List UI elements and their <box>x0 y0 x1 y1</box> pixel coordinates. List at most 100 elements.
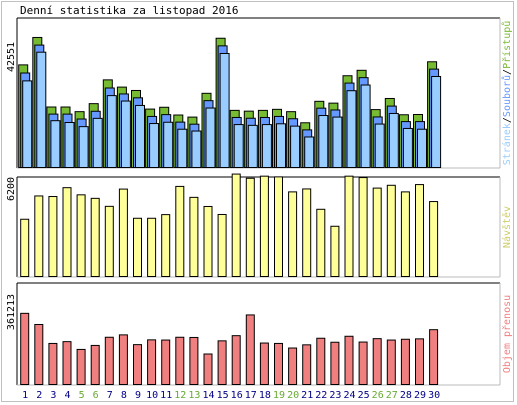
bar-traffic-8 <box>118 334 128 386</box>
bar-visits-23 <box>330 225 340 277</box>
bar-traffic-4 <box>62 341 72 386</box>
bar-stránek-29 <box>417 128 427 169</box>
bar-visits-6 <box>90 197 100 277</box>
x-tick-label-7: 7 <box>107 390 113 401</box>
series-label-hits: Stránek/Souborů/Přístupů <box>501 21 513 166</box>
bar-visits-7 <box>104 205 114 278</box>
panel-traffic <box>16 282 501 386</box>
bar-visits-2 <box>34 195 44 277</box>
bar-visits-8 <box>118 188 128 277</box>
x-tick-label-19: 19 <box>273 390 285 401</box>
bar-stránek-19 <box>276 123 286 169</box>
bar-stránek-14 <box>205 107 216 168</box>
bar-traffic-3 <box>48 342 58 385</box>
x-tick-label-9: 9 <box>135 390 141 401</box>
panel-visits <box>16 176 501 278</box>
bar-visits-22 <box>316 208 326 277</box>
x-tick-label-3: 3 <box>50 390 56 401</box>
bar-visits-3 <box>48 196 58 277</box>
y-tick-label-traffic: 361213 <box>6 294 17 330</box>
bar-stránek-25 <box>360 84 371 168</box>
bar-stránek-3 <box>50 120 61 168</box>
x-tick-label-14: 14 <box>202 390 214 401</box>
bar-stránek-28 <box>402 127 413 168</box>
bar-traffic-18 <box>259 342 269 386</box>
bar-stránek-13 <box>191 130 202 168</box>
bar-traffic-16 <box>231 335 241 386</box>
bar-visits-30 <box>429 201 439 278</box>
bar-stránek-1 <box>22 80 33 168</box>
bar-visits-26 <box>372 187 382 277</box>
x-tick-label-4: 4 <box>64 390 70 401</box>
bar-stránek-6 <box>92 117 103 169</box>
bar-visits-25 <box>358 177 368 278</box>
bar-traffic-13 <box>189 336 199 385</box>
bar-traffic-28 <box>400 338 410 386</box>
bar-stránek-12 <box>177 128 188 169</box>
x-tick-label-20: 20 <box>287 390 299 401</box>
x-tick-label-27: 27 <box>386 390 398 401</box>
bar-traffic-11 <box>161 339 171 385</box>
bar-visits-18 <box>259 175 269 277</box>
bar-stránek-7 <box>106 95 117 168</box>
bar-visits-12 <box>175 185 185 277</box>
y-tick-label-visits: 6200 <box>6 177 17 201</box>
chart-title: Denní statistika za listopad 2016 <box>20 4 239 17</box>
x-tick-label-30: 30 <box>428 390 440 401</box>
bar-traffic-25 <box>358 341 368 386</box>
bar-stránek-23 <box>332 116 343 168</box>
y-tick-label-hits: 42551 <box>6 42 17 72</box>
x-tick-label-16: 16 <box>231 390 243 401</box>
series-label-visits: Návštěv <box>501 206 513 248</box>
bar-stránek-17 <box>247 124 258 169</box>
bar-traffic-29 <box>415 338 424 385</box>
bar-visits-19 <box>274 176 283 278</box>
bar-stránek-24 <box>346 90 357 168</box>
bar-stránek-20 <box>290 125 301 168</box>
x-tick-label-15: 15 <box>217 390 229 401</box>
bar-traffic-26 <box>372 338 382 386</box>
bar-visits-17 <box>245 177 255 278</box>
bar-stránek-8 <box>120 100 131 168</box>
bar-stránek-18 <box>261 124 272 168</box>
bar-stránek-21 <box>304 136 315 169</box>
x-tick-label-2: 2 <box>36 390 42 401</box>
x-tick-label-13: 13 <box>188 390 200 401</box>
x-tick-label-11: 11 <box>160 390 172 401</box>
x-tick-label-24: 24 <box>343 390 355 401</box>
bar-visits-29 <box>415 184 424 278</box>
bar-traffic-12 <box>175 336 185 386</box>
bar-stránek-4 <box>64 122 75 168</box>
x-tick-label-5: 5 <box>79 390 85 401</box>
x-tick-label-23: 23 <box>329 390 341 401</box>
bar-traffic-1 <box>20 312 30 386</box>
bar-stránek-2 <box>36 51 47 168</box>
bar-visits-9 <box>133 217 142 277</box>
bar-stránek-5 <box>78 126 89 168</box>
x-tick-label-25: 25 <box>358 390 370 401</box>
bar-visits-28 <box>400 191 410 277</box>
bar-visits-10 <box>147 217 157 277</box>
bar-traffic-2 <box>34 324 44 386</box>
bar-traffic-20 <box>288 347 298 386</box>
bar-stránek-11 <box>163 121 174 168</box>
bar-visits-1 <box>20 218 30 277</box>
panel-visits-bg <box>17 177 500 277</box>
bar-traffic-10 <box>147 339 157 385</box>
x-tick-label-28: 28 <box>400 390 412 401</box>
bar-stránek-9 <box>135 104 145 168</box>
series-label-part-hits-0: Stránek <box>501 123 513 165</box>
x-tick-label-1: 1 <box>22 390 28 401</box>
bar-visits-20 <box>288 191 298 277</box>
bar-visits-16 <box>231 173 241 277</box>
series-label-part-hits-3: / <box>502 69 513 75</box>
bar-stránek-30 <box>431 75 442 168</box>
bar-traffic-17 <box>245 314 255 385</box>
bar-traffic-27 <box>386 339 396 385</box>
x-tick-label-21: 21 <box>301 390 313 401</box>
x-tick-label-6: 6 <box>93 390 99 401</box>
x-tick-label-12: 12 <box>174 390 186 401</box>
bar-traffic-23 <box>330 341 340 385</box>
bar-visits-27 <box>386 184 396 278</box>
